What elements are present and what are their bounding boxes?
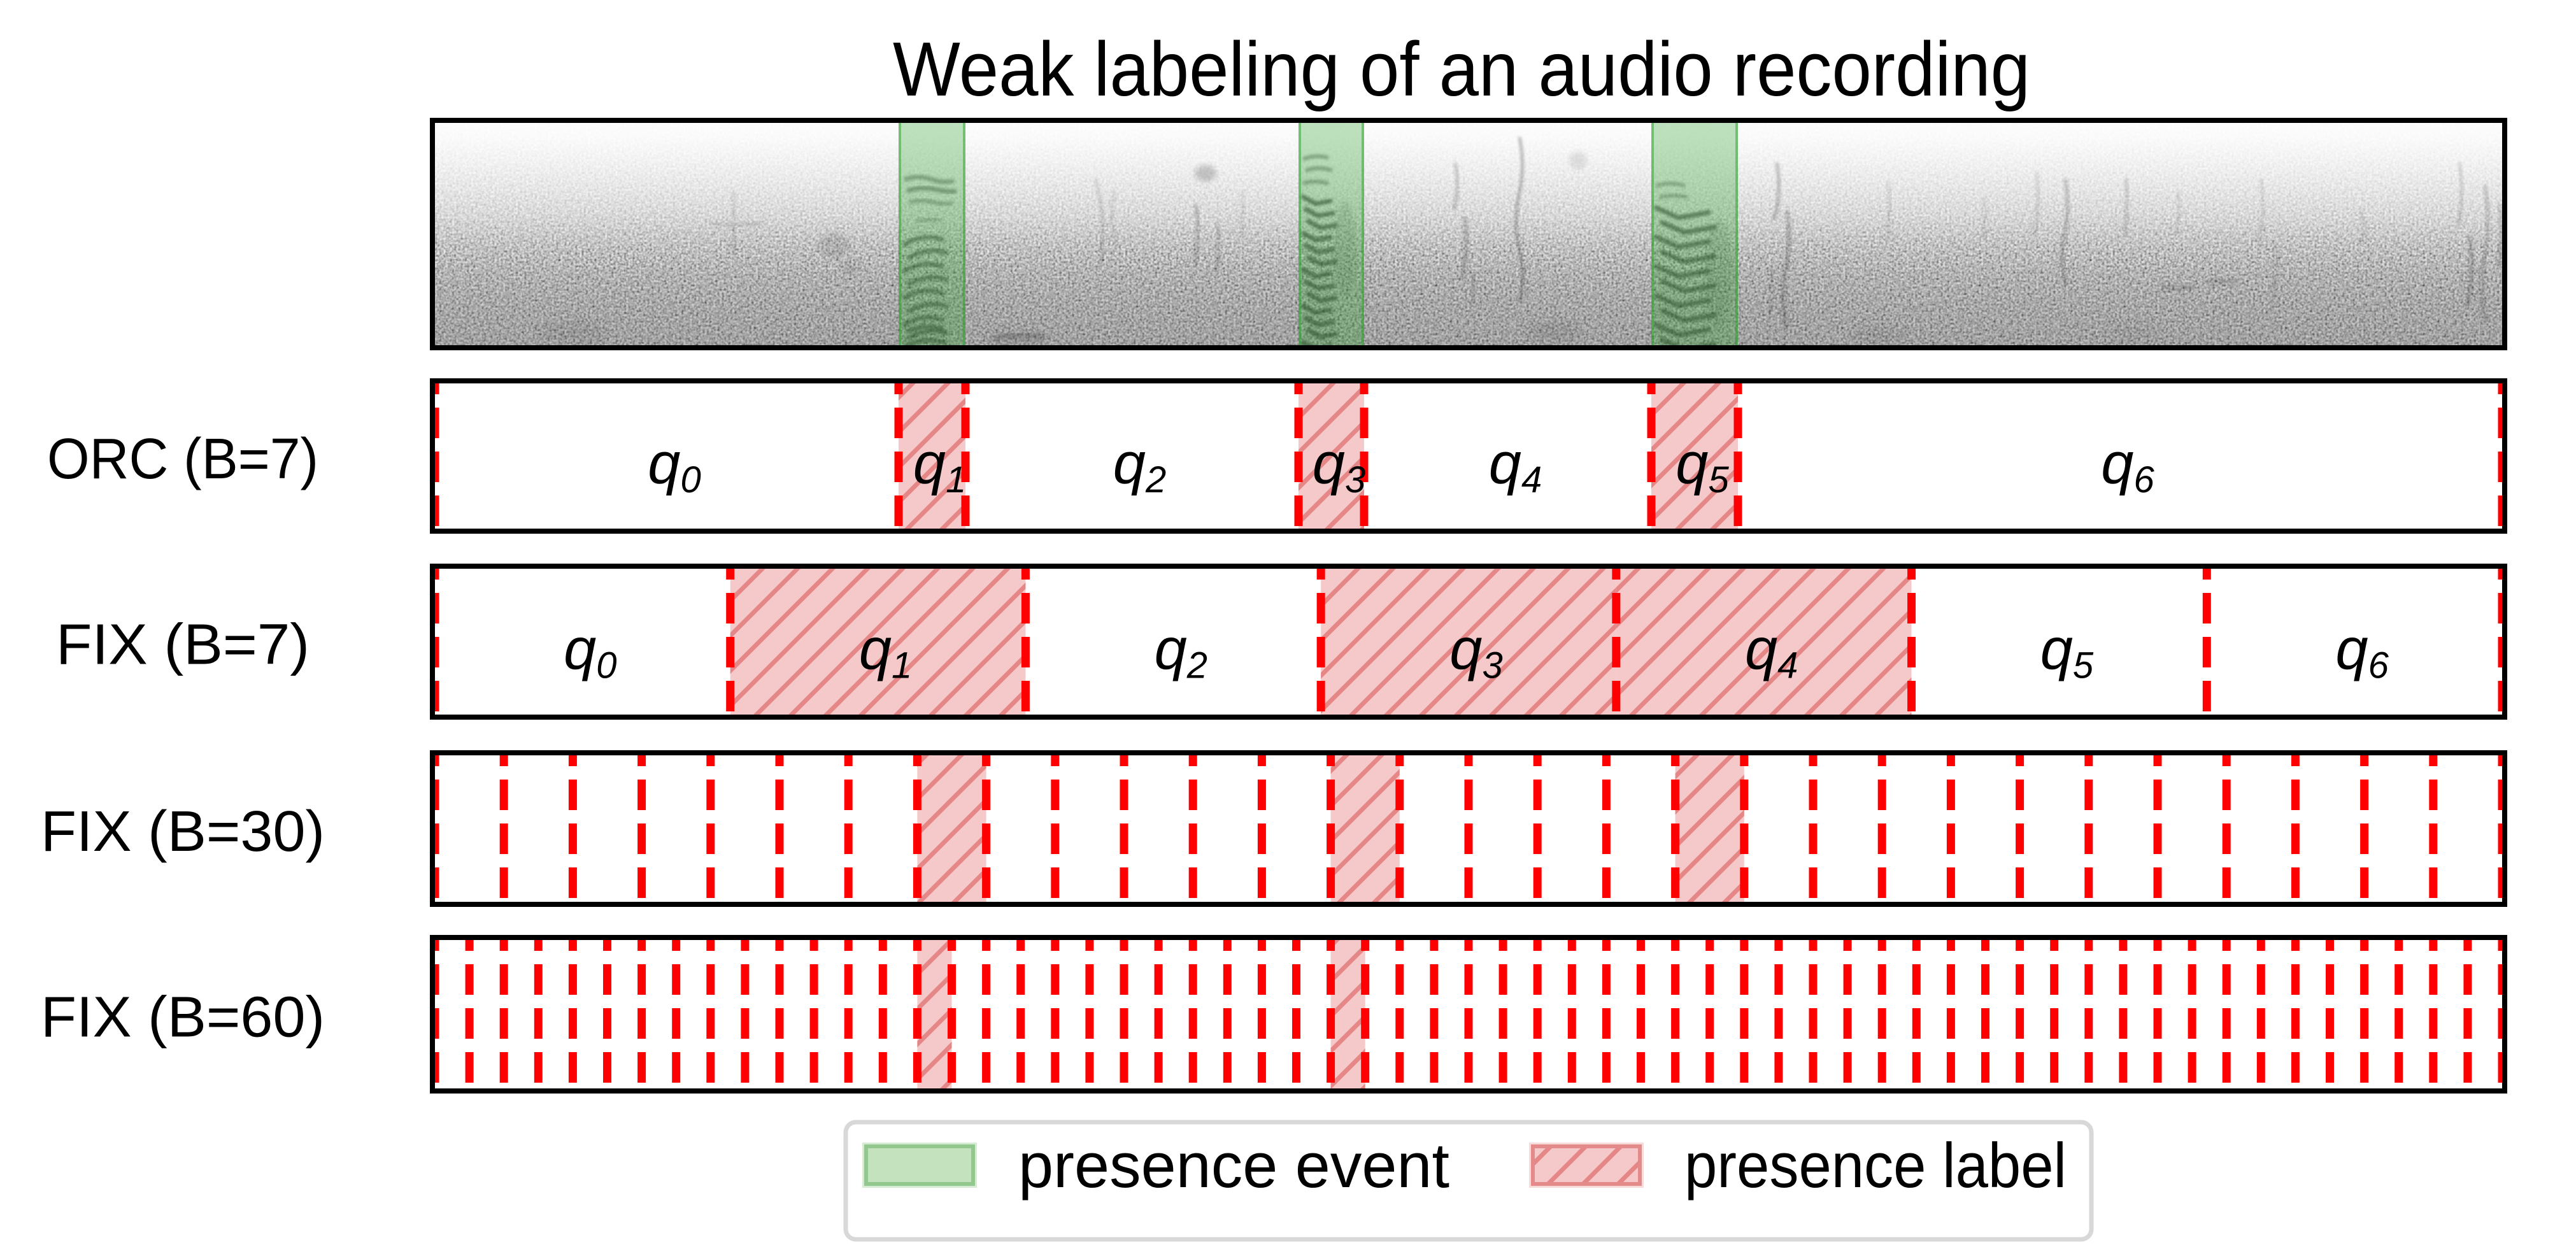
- svg-text:q0: q0: [648, 431, 701, 501]
- svg-text:q6: q6: [2335, 617, 2389, 687]
- svg-text:q4: q4: [1745, 617, 1798, 687]
- svg-text:Weak labeling of an audio reco: Weak labeling of an audio recording: [893, 25, 2030, 112]
- svg-text:q6: q6: [2101, 431, 2154, 501]
- svg-text:q2: q2: [1113, 431, 1166, 501]
- svg-text:q3: q3: [1449, 617, 1502, 687]
- svg-text:ORC (B=7): ORC (B=7): [47, 427, 318, 491]
- svg-text:FIX (B=60): FIX (B=60): [41, 986, 325, 1050]
- svg-text:FIX (B=30): FIX (B=30): [41, 800, 325, 864]
- svg-text:q0: q0: [564, 617, 616, 687]
- svg-text:FIX (B=7): FIX (B=7): [56, 613, 310, 677]
- svg-text:presence event: presence event: [1018, 1130, 1449, 1201]
- svg-text:q2: q2: [1155, 617, 1207, 687]
- svg-text:q4: q4: [1489, 431, 1542, 501]
- svg-text:q5: q5: [2040, 617, 2094, 687]
- svg-text:q1: q1: [913, 431, 966, 501]
- svg-text:presence label: presence label: [1684, 1130, 2067, 1201]
